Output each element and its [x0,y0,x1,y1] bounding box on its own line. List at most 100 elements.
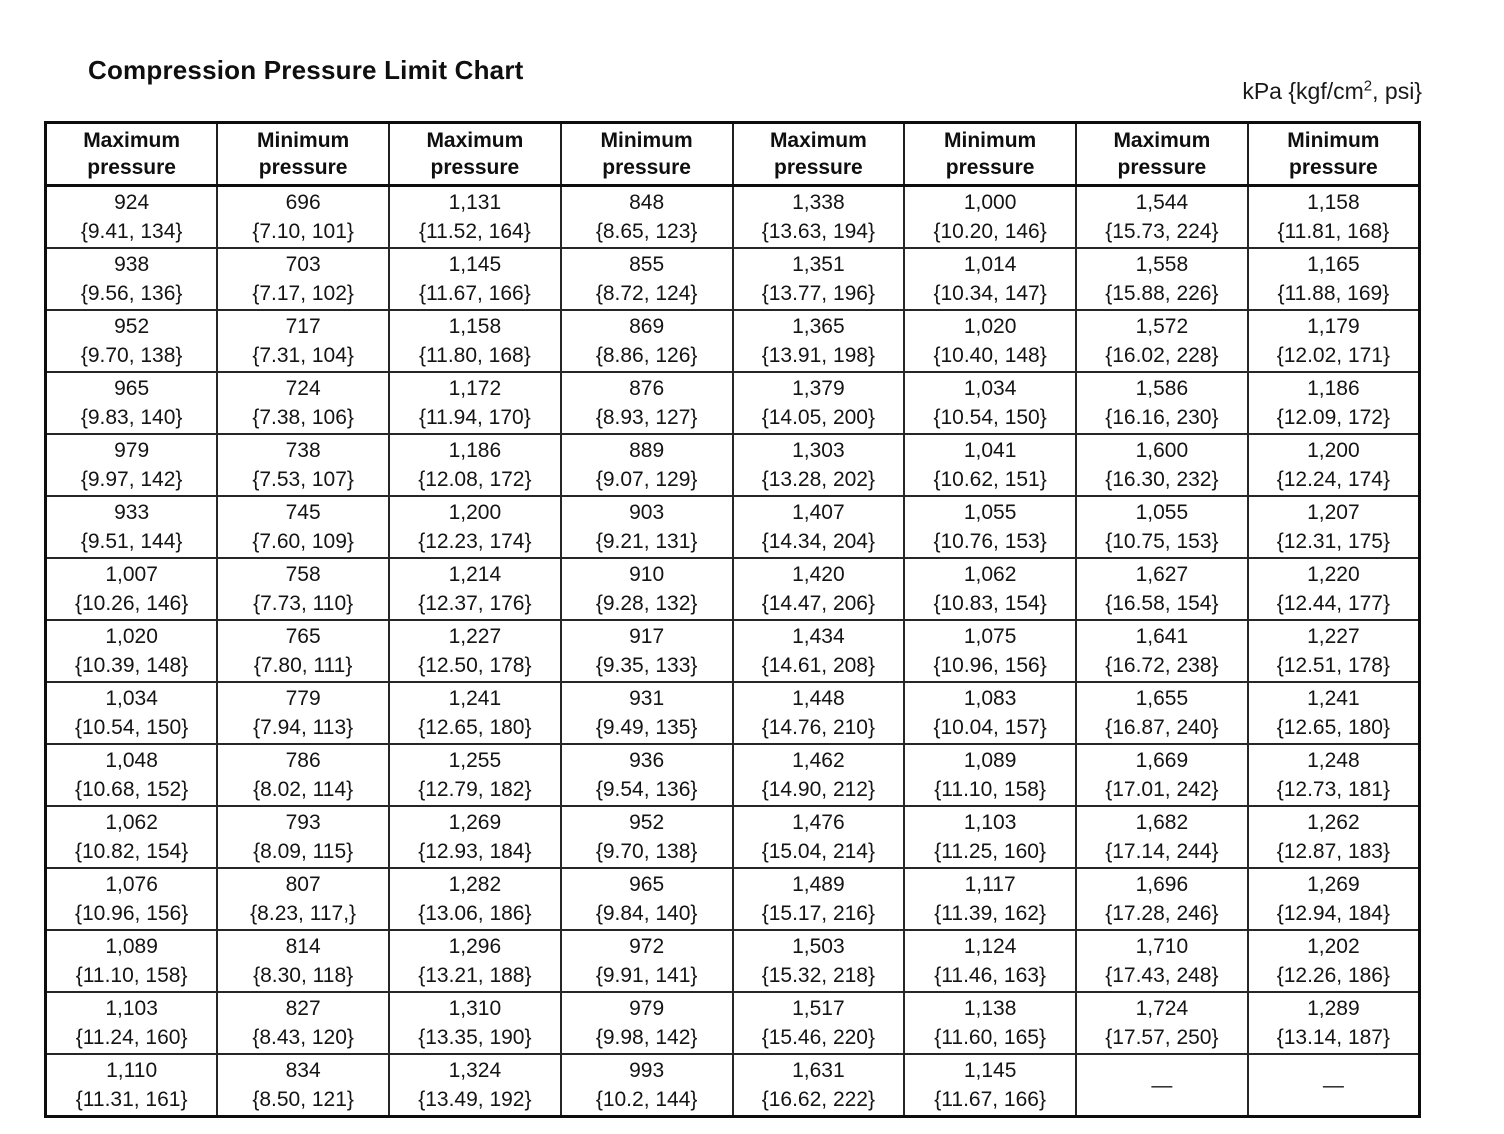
cell-kpa-value: 1,241 [448,687,502,710]
cell-kpa-value: 924 [114,191,150,214]
cell-kpa-value: 1,365 [792,315,845,338]
cell-kgf-psi-value: {11.10, 158} [75,964,188,987]
cell-kpa-value: 1,303 [792,439,845,462]
cell-kpa-value: 1,269 [448,811,502,834]
table-cell: 1,448 {14.76, 210} [731,681,906,745]
cell-kpa-value: 1,710 [1135,935,1189,958]
cell-kpa-value: 952 [114,315,150,338]
table-cell: 924 {9.41, 134} [44,184,219,249]
cell-kpa-value: 1,200 [448,501,502,524]
cell-kgf-psi-value: {8.30, 118} [253,964,354,987]
cell-kgf-psi-value: {7.94, 113} [253,716,354,739]
cell-kpa-value: 1,131 [448,191,502,214]
table-cell: 1,131 {11.52, 164} [388,184,562,249]
table-cell: 1,186 {12.08, 172} [388,433,562,497]
table-cell: 1,179 {12.02, 171} [1246,309,1421,373]
cell-kpa-value: 1,489 [792,873,845,896]
table-cell: 1,303 {13.28, 202} [731,433,906,497]
table-cell: 758 {7.73, 110} [216,557,390,621]
cell-kpa-value: 1,186 [1307,377,1360,400]
cell-kpa-value: 855 [629,253,665,276]
table-row: 1,076 {10.96, 156} 807 {8.23, 117,} 1,282 {13… [44,867,1421,931]
cell-kgf-psi-value: {16.30, 232} [1105,468,1219,491]
cell-kpa-value: 889 [629,439,665,462]
table-cell: 1,034 {10.54, 150} [903,371,1077,435]
cell-kgf-psi-value: {9.28, 132} [595,592,698,615]
compression-pressure-table: Maximum pressure Minimum pressure Maximum … [44,121,1421,1118]
cell-kpa-value: 1,055 [963,501,1017,524]
table-cell: 1,076 {10.96, 156} [44,867,219,931]
table-cell: 1,641 {16.72, 238} [1075,619,1249,683]
cell-kgf-psi-value: {12.44, 177} [1276,592,1391,615]
table-cell: 1,172 {11.94, 170} [388,371,562,435]
cell-kgf-psi-value: {13.77, 196} [761,282,876,305]
cell-kgf-psi-value: {12.26, 186} [1276,964,1391,987]
cell-kpa-value: 765 [285,625,321,648]
cell-kpa-value: 779 [285,687,321,710]
cell-kgf-psi-value: {10.96, 156} [74,902,189,925]
table-cell: 1,103 {11.25, 160} [903,805,1077,869]
table-cell: 703 {7.17, 102} [216,247,390,311]
cell-kpa-value: 1,627 [1135,563,1189,586]
cell-kgf-psi-value: {14.90, 212} [761,778,876,801]
cell-kpa-value: 1,641 [1135,625,1189,648]
table-cell: 1,145 {11.67, 166} [388,247,562,311]
table-cell: 1,269 {12.94, 184} [1246,867,1421,931]
table-cell: 965 {9.83, 140} [44,371,219,435]
cell-kgf-psi-value: {9.97, 142} [80,468,183,491]
table-row: 952 {9.70, 138} 717 {7.31, 104} 1,158 {11.80,… [44,309,1421,373]
cell-kgf-psi-value: {9.91, 141} [595,964,698,987]
cell-kpa-value: 1,207 [1307,501,1360,524]
cell-kgf-psi-value: {14.47, 206} [761,592,876,615]
cell-kpa-value: 1,248 [1307,749,1360,772]
table-body: 924 {9.41, 134} 696 {7.10, 101} 1,131 {11.52,… [44,184,1421,1118]
table-row: 924 {9.41, 134} 696 {7.10, 101} 1,131 {11.52,… [44,184,1421,249]
cell-kgf-psi-value: {7.73, 110} [253,592,354,615]
cell-kpa-value: 1,310 [448,997,502,1020]
table-cell: 952 {9.70, 138} [44,309,219,373]
cell-kpa-value: 1,103 [963,811,1017,834]
table-cell: 1,434 {14.61, 208} [731,619,906,683]
cell-kgf-psi-value: {13.06, 186} [418,902,532,925]
cell-kgf-psi-value: {14.05, 200} [761,406,876,429]
table-row: 1,110 {11.31, 161} 834 {8.50, 121} 1,324 {13.… [44,1053,1421,1118]
cell-kpa-value: 1,476 [792,811,845,834]
table-cell: 1,020 {10.40, 148} [903,309,1077,373]
table-cell: — [1246,1053,1421,1118]
cell-kpa-value: 876 [629,377,665,400]
cell-kpa-value: 972 [629,935,665,958]
cell-kpa-value: 1,200 [1307,439,1360,462]
cell-kgf-psi-value: {10.96, 156} [933,654,1047,677]
column-header: Minimum pressure [903,121,1077,187]
table-cell: 938 {9.56, 136} [44,247,219,311]
table-cell: 807 {8.23, 117,} [216,867,390,931]
cell-kgf-psi-value: {11.94, 170} [419,406,531,429]
table-cell: 1,296 {13.21, 188} [388,929,562,993]
cell-kpa-value: 696 [285,191,321,214]
table-cell: 917 {9.35, 133} [559,619,734,683]
cell-kpa-value: 1,669 [1135,749,1189,772]
table-cell: 979 {9.97, 142} [44,433,219,497]
cell-kgf-psi-value: {8.65, 123} [595,220,698,243]
table-cell: 1,682 {17.14, 244} [1075,805,1249,869]
cell-kgf-psi-value: {12.09, 172} [1276,406,1391,429]
table-cell: 786 {8.02, 114} [216,743,390,807]
table-cell: 1,014 {10.34, 147} [903,247,1077,311]
table-cell: 1,007 {10.26, 146} [44,557,219,621]
cell-kpa-value: 1,158 [1307,191,1360,214]
table-cell: 724 {7.38, 106} [216,371,390,435]
cell-kgf-psi-value: {13.63, 194} [761,220,876,243]
table-cell: 1,489 {15.17, 216} [731,867,906,931]
table-row: 1,103 {11.24, 160} 827 {8.43, 120} 1,310 {13.… [44,991,1421,1055]
table-cell: 1,379 {14.05, 200} [731,371,906,435]
cell-kpa-value: 1,227 [448,625,502,648]
table-cell: 834 {8.50, 121} [216,1053,390,1118]
table-cell: 1,200 {12.24, 174} [1246,433,1421,497]
table-cell: 965 {9.84, 140} [559,867,734,931]
cell-kpa-value: 745 [285,501,321,524]
cell-kgf-psi-value: {11.88, 169} [1277,282,1390,305]
cell-kpa-value: 869 [629,315,665,338]
table-cell: 1,020 {10.39, 148} [44,619,219,683]
cell-kgf-psi-value: {7.53, 107} [252,468,354,491]
cell-kpa-value: 1,517 [792,997,845,1020]
